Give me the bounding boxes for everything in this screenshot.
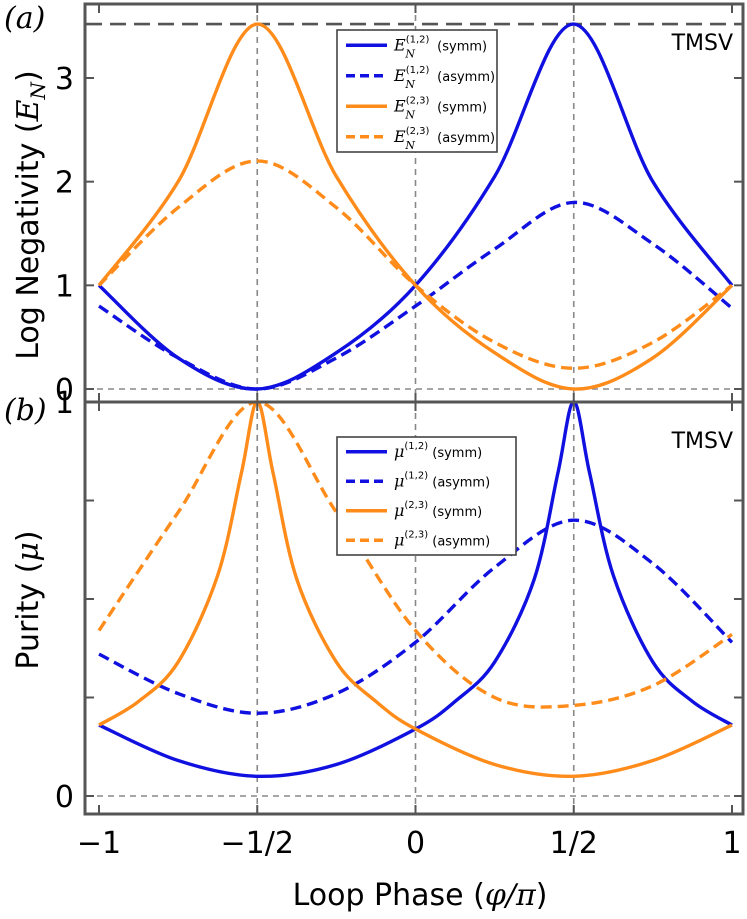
panel-a-ytick-label-3: 3 <box>55 62 74 97</box>
panel-a-legend-label-3: E(2,3) N (asymm) <box>393 126 495 152</box>
panel-a-ylabel: Log Negativity (EN) <box>11 70 50 360</box>
panel-b-frame <box>83 400 745 816</box>
x-tick-label-4: 1 <box>722 826 741 861</box>
panel-a-annotation: TMSV <box>671 31 733 56</box>
panel-a-ytick-label-1: 1 <box>55 269 74 304</box>
panel-a-log-negativity: (a) Log Negativity (EN) 0 1 2 3 TMSV E(1,2)… <box>4 1 745 408</box>
panel-a-series-2 <box>97 22 734 391</box>
panel-a-ticks: 0 1 2 3 <box>55 4 743 408</box>
panel-b-legend-label-1: μ(1,2) (asymm) <box>394 470 490 490</box>
x-tick-label-0: −1 <box>77 826 121 861</box>
panel-b-series-2 <box>98 400 733 779</box>
panel-b-ytick-label-0: 0 <box>55 780 74 815</box>
panel-a-ytick-label-0: 0 <box>55 373 74 408</box>
panel-a-series-1 <box>98 200 734 391</box>
panel-a-series-0 <box>97 22 734 391</box>
panel-b-ytick-label-4: 1 <box>55 386 74 421</box>
panel-b-series-0 <box>98 400 733 779</box>
panel-b-legend-label-2: μ(2,3) (symm) <box>394 500 482 520</box>
panel-b-purity: (b) Purity (μ) 01 TMSV μ(1,2) (symm)μ(1,… <box>4 386 745 913</box>
panel-a-legend: E(1,2) N (symm) E(1,2) N (asymm) E(2,3) N (sy… <box>336 29 498 153</box>
panel-b-series <box>97 400 734 779</box>
panel-b-legend: μ(1,2) (symm) μ(1,2) (asymm) μ(2,3) (symm)… <box>336 436 517 556</box>
x-tick-label-1: −1/2 <box>221 826 294 861</box>
x-tick-labels: −1 −1/2 0 1/2 1 <box>77 826 742 861</box>
panel-b-annotation: TMSV <box>671 429 733 454</box>
x-tick-label-3: 1/2 <box>550 826 598 861</box>
panel-a-series-3 <box>97 159 733 370</box>
panel-a-legend-frame <box>336 29 498 153</box>
panel-a-series <box>97 22 734 391</box>
panel-a-ytick-label-2: 2 <box>55 166 74 201</box>
panel-b-series-3 <box>97 400 733 709</box>
x-tick-label-2: 0 <box>406 826 425 861</box>
panel-b-legend-label-0: μ(1,2) (symm) <box>394 441 482 461</box>
panel-a-legend-label-0: E(1,2) N (symm) <box>393 34 487 60</box>
panel-a-label: (a) <box>4 1 45 36</box>
panel-a-legend-label-2: E(2,3) N (symm) <box>393 95 487 121</box>
panel-b-label: (b) <box>4 393 47 428</box>
panel-a-legend-label-1: E(1,2) N (asymm) <box>393 65 495 91</box>
panel-b-legend-frame <box>336 436 517 556</box>
panel-b-legend-label-3: μ(2,3) (asymm) <box>394 529 490 549</box>
x-axis-label: Loop Phase (φ/π) <box>293 878 548 913</box>
panel-b-ylabel: Purity (μ) <box>11 530 46 669</box>
panel-b-series-1 <box>98 518 734 715</box>
